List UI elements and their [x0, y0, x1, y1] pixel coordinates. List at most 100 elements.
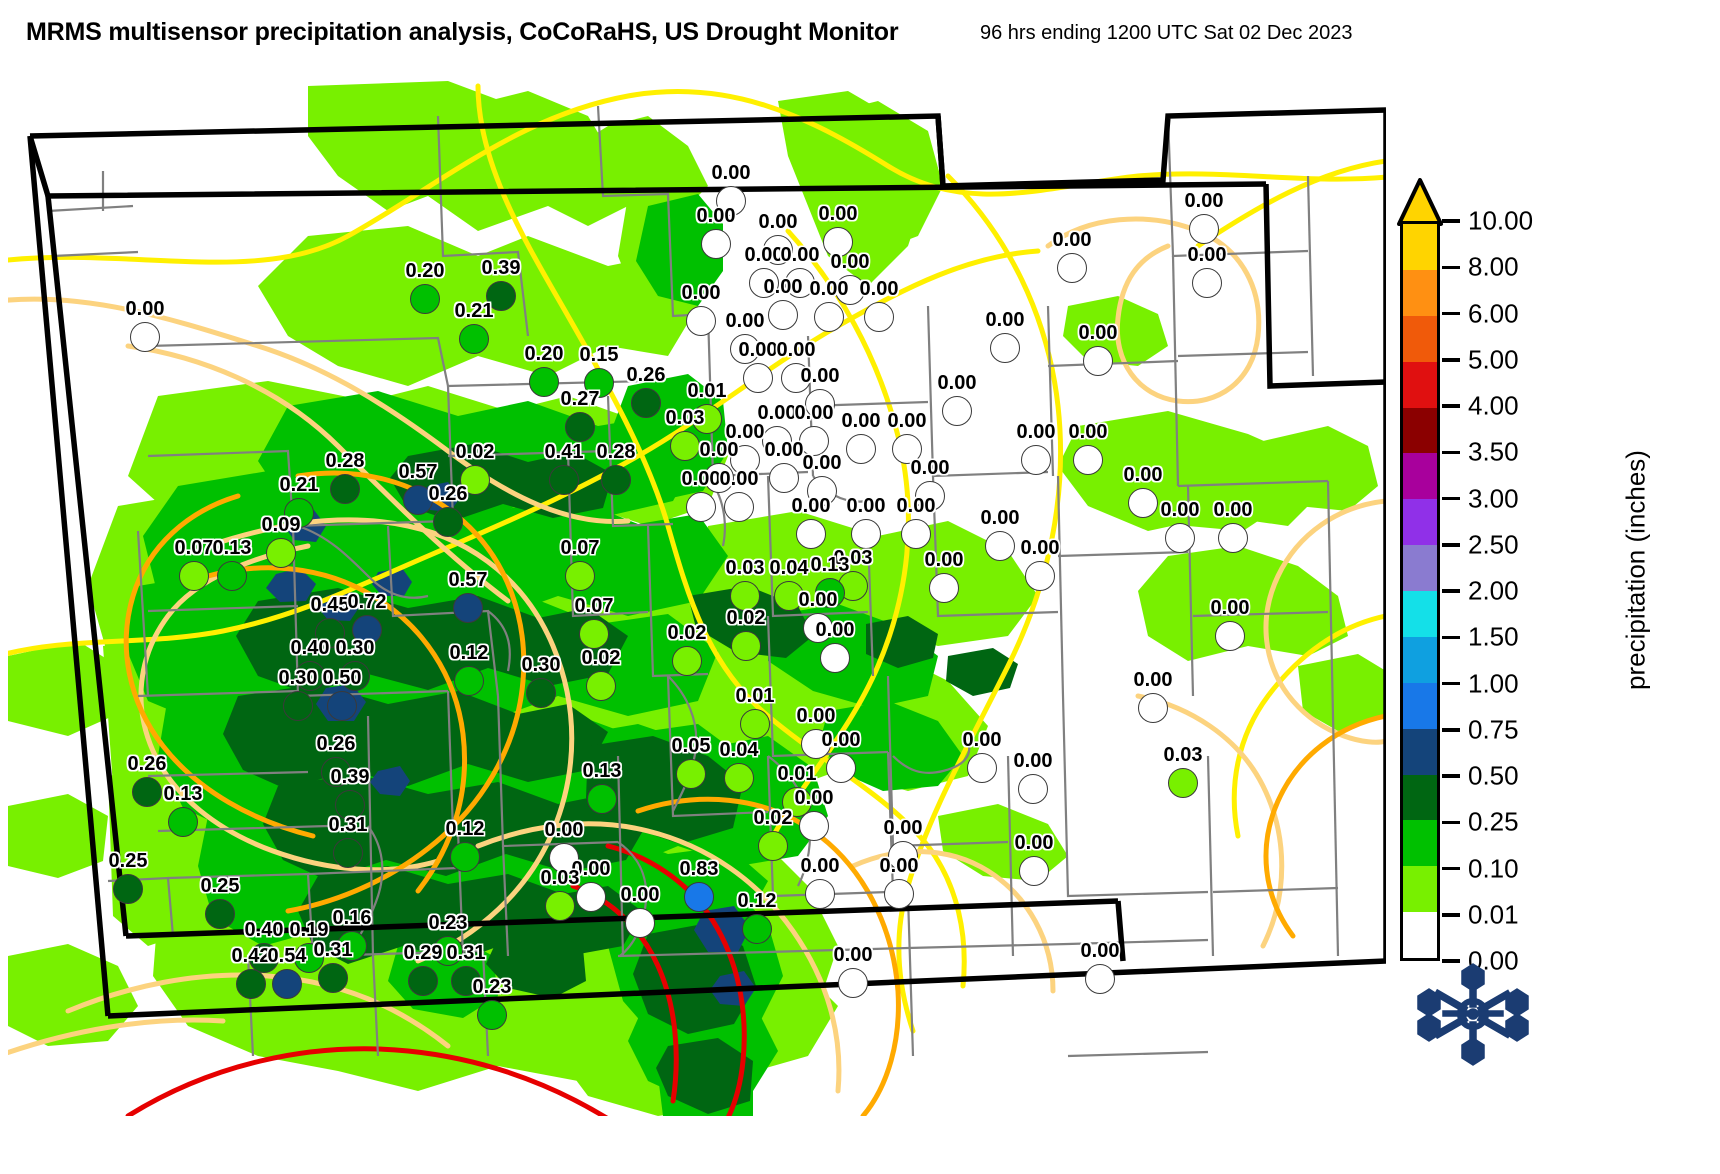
station-dot: [333, 838, 363, 868]
station-dot: [1025, 561, 1055, 591]
station-dot: [294, 943, 324, 973]
colorbar-tick-label: 1.50: [1468, 621, 1519, 652]
station-dot: [724, 763, 754, 793]
station-dot: [451, 966, 481, 996]
station-dot: [335, 790, 365, 820]
station-dot: [758, 831, 788, 861]
station-dot: [807, 476, 837, 506]
station-dot: [545, 891, 575, 921]
station-value-label: 0.00: [846, 495, 886, 517]
colorbar-segment: [1403, 407, 1437, 454]
station-dot: [486, 281, 516, 311]
station-value-label: 0.00: [1020, 537, 1060, 559]
station-dot: [433, 507, 463, 537]
station-dot: [631, 388, 661, 418]
station-value-label: 0.00: [725, 421, 765, 443]
station-value-label: 0.00: [1052, 229, 1092, 251]
station-value-label: 0.02: [726, 607, 766, 629]
station-value-label: 0.02: [753, 807, 793, 829]
colorbar-tick-label: 1.00: [1468, 668, 1519, 698]
station-value-label: 0.04: [769, 557, 809, 579]
station-dot: [967, 753, 997, 783]
station-value-label: 0.00: [763, 276, 803, 298]
station-value-label: 0.00: [744, 244, 784, 266]
station-value-label: 0.00: [1080, 940, 1120, 962]
station-dot: [266, 538, 296, 568]
station-value-label: 0.28: [596, 441, 636, 463]
station-dot: [1018, 774, 1048, 804]
station-dot: [801, 729, 831, 759]
station-value-label: 0.12: [445, 818, 485, 840]
station-dot: [743, 363, 773, 393]
station-value-label: 0.25: [200, 875, 240, 897]
station-dot: [785, 268, 815, 298]
station-value-label: 0.02: [667, 622, 707, 644]
station-dot: [929, 573, 959, 603]
colorbar-tick: [1442, 866, 1460, 871]
colorbar-tick: [1442, 589, 1460, 593]
station-value-label: 0.41: [544, 441, 584, 463]
station-dot: [132, 777, 162, 807]
colorbar-tick-label: 0.25: [1468, 806, 1519, 837]
station-value-label: 0.00: [776, 339, 816, 361]
colorbar-tick: [1442, 358, 1460, 362]
colorbar-tick-label: 2.00: [1468, 575, 1519, 606]
station-value-label: 0.00: [725, 310, 765, 332]
colorbar-tick-label: 0.01: [1468, 899, 1519, 930]
station-value-label: 0.00: [887, 410, 927, 432]
station-dot: [1189, 214, 1219, 244]
station-value-label: 0.13: [810, 554, 850, 576]
station-value-label: 0.45: [310, 594, 350, 616]
station-dot: [549, 465, 579, 495]
station-dot: [579, 619, 609, 649]
station-value-label: 0.00: [924, 549, 964, 571]
station-value-label: 0.07: [174, 537, 214, 559]
station-dot: [769, 463, 799, 493]
station-value-label: 0.26: [626, 364, 666, 386]
station-value-label: 0.13: [582, 760, 622, 782]
station-dot: [283, 691, 313, 721]
station-value-label: 0.00: [1013, 750, 1053, 772]
station-dot: [433, 936, 463, 966]
station-dot: [584, 368, 614, 398]
colorbar-tick-label: 0.75: [1468, 714, 1519, 745]
colorbar-arrow-icon: [1397, 178, 1443, 226]
station-dot: [1057, 253, 1087, 283]
station-value-label: 0.21: [454, 300, 494, 322]
station-value-label: 0.07: [560, 537, 600, 559]
colorbar-tick: [1442, 404, 1460, 408]
station-value-label: 0.13: [212, 537, 252, 559]
station-value-label: 0.03: [833, 547, 873, 569]
station-value-label: 0.40: [290, 637, 330, 659]
station-value-label: 0.00: [980, 507, 1020, 529]
station-dot: [526, 678, 556, 708]
station-dot: [799, 811, 829, 841]
station-value-label: 0.00: [800, 855, 840, 877]
station-dot: [327, 691, 357, 721]
state-boundaries: [27, 107, 1386, 1019]
station-value-label: 0.00: [1187, 244, 1227, 266]
station-dot: [781, 363, 811, 393]
station-value-label: 0.00: [1078, 322, 1118, 344]
station-dot: [565, 412, 595, 442]
station-value-label: 0.13: [163, 783, 203, 805]
station-dot: [459, 324, 489, 354]
station-dot: [730, 581, 760, 611]
station-value-label: 0.00: [571, 858, 611, 880]
station-dot: [799, 426, 829, 456]
station-value-label: 0.00: [821, 729, 861, 751]
colorbar-gradient: [1400, 221, 1440, 961]
station-value-label: 0.16: [332, 907, 372, 929]
colorbar-tick: [1442, 959, 1460, 963]
station-value-label: 0.26: [127, 753, 167, 775]
station-dot: [805, 879, 835, 909]
colorbar-segment: [1403, 361, 1437, 408]
station-dot: [820, 643, 850, 673]
station-dot: [864, 302, 894, 332]
station-value-label: 0.00: [796, 705, 836, 727]
station-dot: [901, 519, 931, 549]
station-dot: [284, 498, 314, 528]
precipitation-map[interactable]: 0.00 0.20 0.39 0.21 0.20 0.15 0.26 0.27 0.02 0.41…: [8, 56, 1386, 1116]
station-value-label: 0.00: [764, 439, 804, 461]
colorbar-tick: [1442, 681, 1460, 686]
